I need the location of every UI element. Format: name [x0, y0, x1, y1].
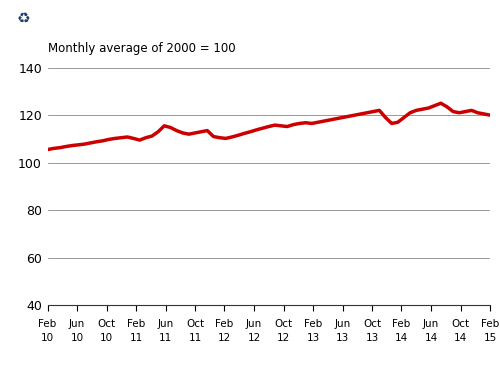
Text: Feb: Feb [304, 319, 322, 329]
Text: Monthly average of 2000 = 100: Monthly average of 2000 = 100 [48, 42, 235, 55]
Text: 14: 14 [395, 333, 408, 343]
Text: 13: 13 [366, 333, 378, 343]
Text: Feb: Feb [216, 319, 234, 329]
Text: 14: 14 [424, 333, 438, 343]
Circle shape [0, 6, 194, 32]
Text: Jun: Jun [246, 319, 262, 329]
Text: 12: 12 [277, 333, 290, 343]
Text: Oct: Oct [274, 319, 292, 329]
Text: Feb: Feb [127, 319, 145, 329]
Text: Oct: Oct [186, 319, 204, 329]
Text: 14: 14 [454, 333, 467, 343]
Text: Oct: Oct [98, 319, 116, 329]
Text: ♻: ♻ [17, 11, 31, 26]
Text: 12: 12 [218, 333, 231, 343]
Text: 10: 10 [100, 333, 113, 343]
Text: Oct: Oct [452, 319, 469, 329]
Text: 11: 11 [188, 333, 202, 343]
Text: 12: 12 [248, 333, 260, 343]
Text: Feb: Feb [481, 319, 499, 329]
Text: 13: 13 [336, 333, 349, 343]
Text: 13: 13 [306, 333, 320, 343]
Text: 10: 10 [70, 333, 84, 343]
Text: 11: 11 [130, 333, 142, 343]
Text: Feb: Feb [392, 319, 410, 329]
Text: 10: 10 [41, 333, 54, 343]
Text: Jun: Jun [69, 319, 85, 329]
Text: Oct: Oct [363, 319, 381, 329]
Text: 11: 11 [159, 333, 172, 343]
Text: Jun: Jun [423, 319, 439, 329]
Text: 15: 15 [484, 333, 496, 343]
Text: United States Department of Transportation: United States Department of Transportati… [50, 10, 484, 28]
Text: Feb: Feb [38, 319, 56, 329]
Text: Jun: Jun [158, 319, 174, 329]
Text: Jun: Jun [334, 319, 350, 329]
